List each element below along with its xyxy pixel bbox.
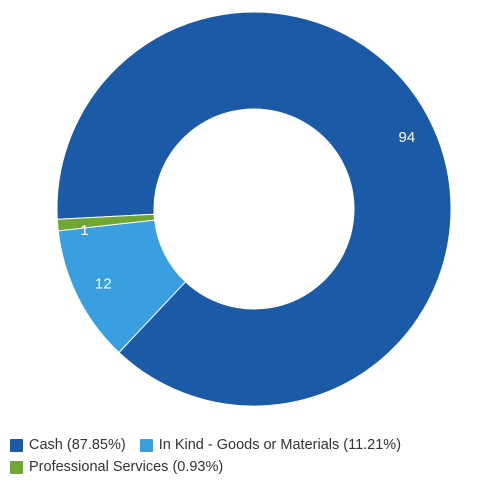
- legend-swatch-cash: [10, 438, 23, 452]
- legend-row: Professional Services (0.93%): [10, 456, 485, 478]
- slice-cash[interactable]: [56, 11, 452, 407]
- legend-item-cash[interactable]: Cash (87.85%): [10, 437, 126, 453]
- legend-label-professional-services: Professional Services (0.93%): [29, 459, 224, 475]
- slice-label-cash: 94: [399, 129, 416, 146]
- slice-label-professional-services: 1: [80, 222, 88, 239]
- slice-label-in-kind: 12: [95, 275, 112, 292]
- legend-label-in-kind: In Kind - Goods or Materials (11.21%): [158, 437, 402, 453]
- legend-item-professional-services[interactable]: Professional Services (0.93%): [10, 459, 223, 475]
- legend-label-cash: Cash (87.85%): [29, 437, 126, 453]
- legend-swatch-professional-services: [10, 460, 23, 474]
- legend-item-in-kind[interactable]: In Kind - Goods or Materials (11.21%): [139, 437, 402, 453]
- donut-chart: 94 12 1: [56, 11, 452, 407]
- chart-legend: Cash (87.85%) In Kind - Goods or Materia…: [10, 434, 485, 478]
- legend-row: Cash (87.85%) In Kind - Goods or Materia…: [10, 434, 485, 456]
- legend-swatch-in-kind: [139, 438, 153, 452]
- slice-professional-services[interactable]: [56, 213, 156, 232]
